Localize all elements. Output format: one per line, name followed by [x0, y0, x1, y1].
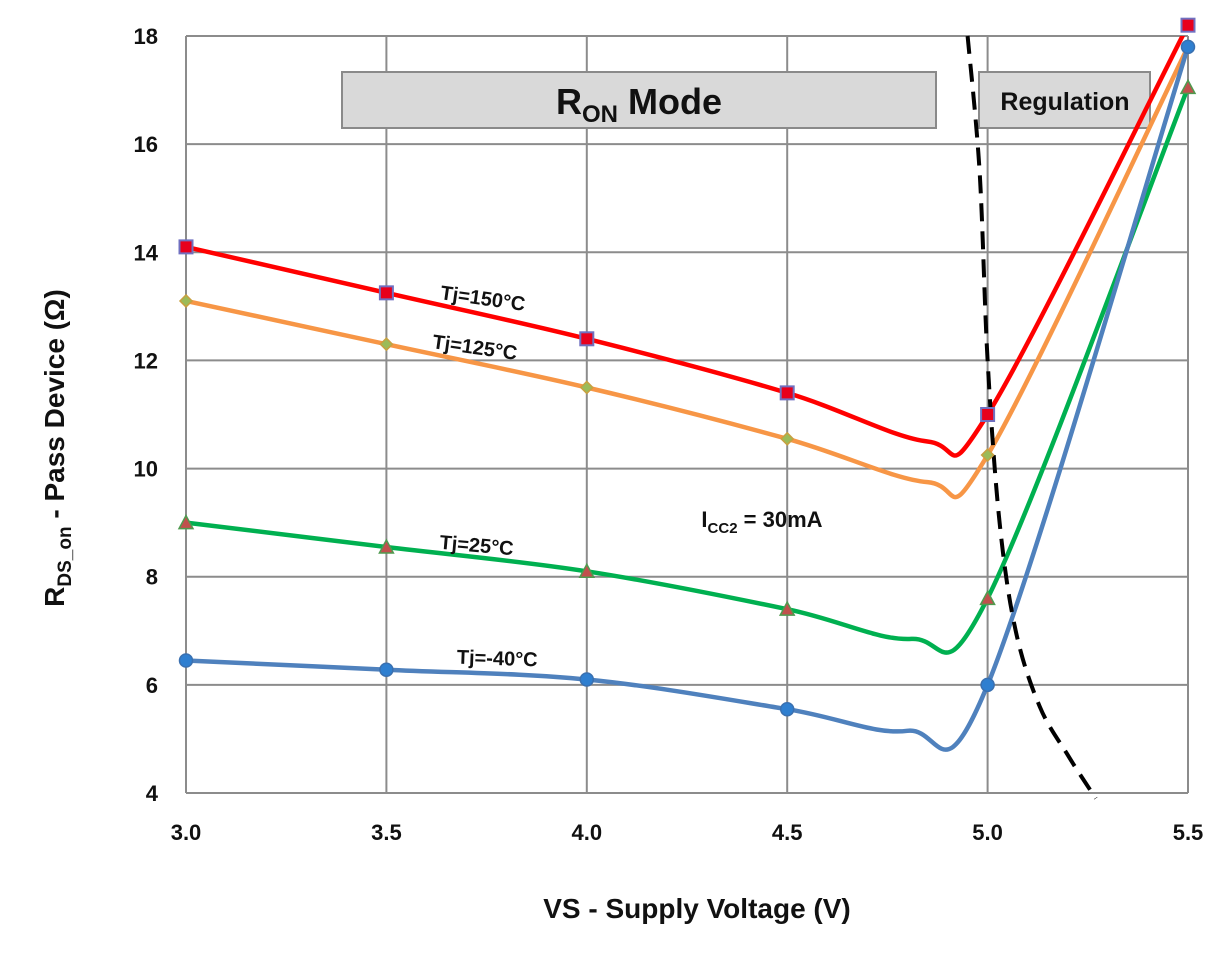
- y-axis-title: RDS_on - Pass Device (Ω): [39, 289, 76, 607]
- point-triangle: [378, 538, 395, 554]
- point-diamond: [579, 380, 594, 395]
- ron-mode-banner: RON Mode: [341, 71, 937, 129]
- point-diamond: [178, 293, 194, 309]
- point-circle: [379, 662, 394, 677]
- y-tick-label: 14: [134, 240, 159, 265]
- boundary-curve: [965, 35, 1098, 800]
- point-diamond: [780, 431, 795, 446]
- y-tick-label: 10: [134, 457, 158, 482]
- tick-labels: 4 6 8 10 12 14 16 18 3.0 3.5 4.0 4.5 5.0 5.5: [134, 24, 1204, 845]
- y-tick-label: 16: [134, 132, 158, 157]
- x-tick-label: 3.0: [171, 820, 202, 845]
- point-square: [178, 239, 194, 255]
- point-square: [779, 385, 795, 401]
- point-square: [1180, 17, 1196, 33]
- point-square: [980, 407, 996, 422]
- x-tick-label: 5.5: [1173, 820, 1204, 845]
- series-markers: [177, 17, 1197, 717]
- series-line-3: [183, 44, 1191, 752]
- series-line-2: [183, 85, 1191, 655]
- x-axis-title: VS - Supply Voltage (V): [543, 893, 851, 924]
- point-circle: [779, 701, 795, 717]
- x-tick-label: 4.5: [772, 820, 803, 845]
- regulation-banner: Regulation: [978, 71, 1151, 129]
- y-tick-label: 18: [134, 24, 158, 49]
- point-circle: [579, 672, 595, 687]
- point-diamond: [379, 337, 394, 352]
- x-tick-label: 4.0: [572, 820, 603, 845]
- y-tick-label: 12: [134, 348, 158, 373]
- point-triangle: [1179, 78, 1197, 95]
- y-tick-label: 4: [146, 781, 159, 806]
- point-square: [378, 285, 394, 301]
- x-tick-label: 5.0: [972, 820, 1003, 845]
- y-tick-label: 8: [146, 565, 158, 590]
- point-triangle: [177, 514, 195, 530]
- point-diamond: [980, 447, 995, 463]
- series-label-3: Tj=-40°C: [456, 647, 538, 672]
- boundary-curve-group: [965, 35, 1098, 800]
- point-square: [579, 331, 595, 347]
- series-curves: [183, 36, 1191, 752]
- point-circle: [1180, 39, 1196, 55]
- point-triangle: [778, 600, 796, 616]
- current-label: ICC2 = 30mA: [701, 507, 822, 537]
- ron-mode-box: [341, 71, 937, 129]
- y-tick-label: 6: [146, 673, 158, 698]
- x-tick-label: 3.5: [371, 820, 402, 845]
- ron-mode-label: RON Mode: [556, 81, 722, 128]
- mode-banners: RON Mode Regulation: [341, 71, 1151, 129]
- point-triangle: [979, 589, 996, 606]
- regulation-label: Regulation: [1000, 88, 1129, 116]
- axis-titles: VS - Supply Voltage (V) RDS_on - Pass Dev…: [39, 289, 851, 924]
- point-circle: [178, 653, 194, 668]
- series-label-0: Tj=150°C: [439, 282, 526, 316]
- point-circle: [980, 677, 995, 693]
- point-triangle: [578, 562, 596, 579]
